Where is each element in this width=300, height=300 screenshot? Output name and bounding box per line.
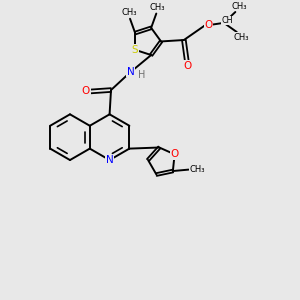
- Text: O: O: [204, 20, 213, 30]
- Text: N: N: [127, 67, 134, 77]
- Text: O: O: [170, 149, 179, 159]
- Text: CH₃: CH₃: [122, 8, 137, 17]
- Text: CH₃: CH₃: [231, 2, 247, 11]
- Text: N: N: [106, 155, 113, 165]
- Text: S: S: [132, 45, 139, 55]
- Text: O: O: [82, 86, 90, 97]
- Text: CH₃: CH₃: [149, 3, 165, 12]
- Text: O: O: [183, 61, 191, 71]
- Text: CH: CH: [221, 16, 232, 25]
- Text: CH₃: CH₃: [233, 33, 249, 42]
- Text: CH₃: CH₃: [189, 165, 205, 174]
- Text: H: H: [138, 70, 145, 80]
